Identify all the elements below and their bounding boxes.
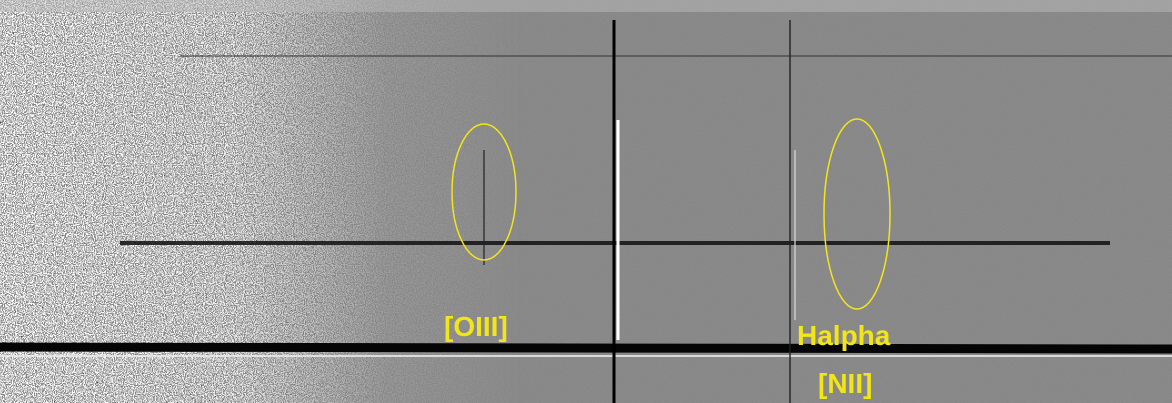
top-edge [0,0,1172,12]
annotation: Halpha [797,320,891,351]
annotation: [NII] [818,368,872,399]
trace [0,342,1172,354]
annotation: [OIII] [444,311,508,342]
highlight-ellipse [823,118,891,310]
highlight-ellipse [451,123,517,261]
